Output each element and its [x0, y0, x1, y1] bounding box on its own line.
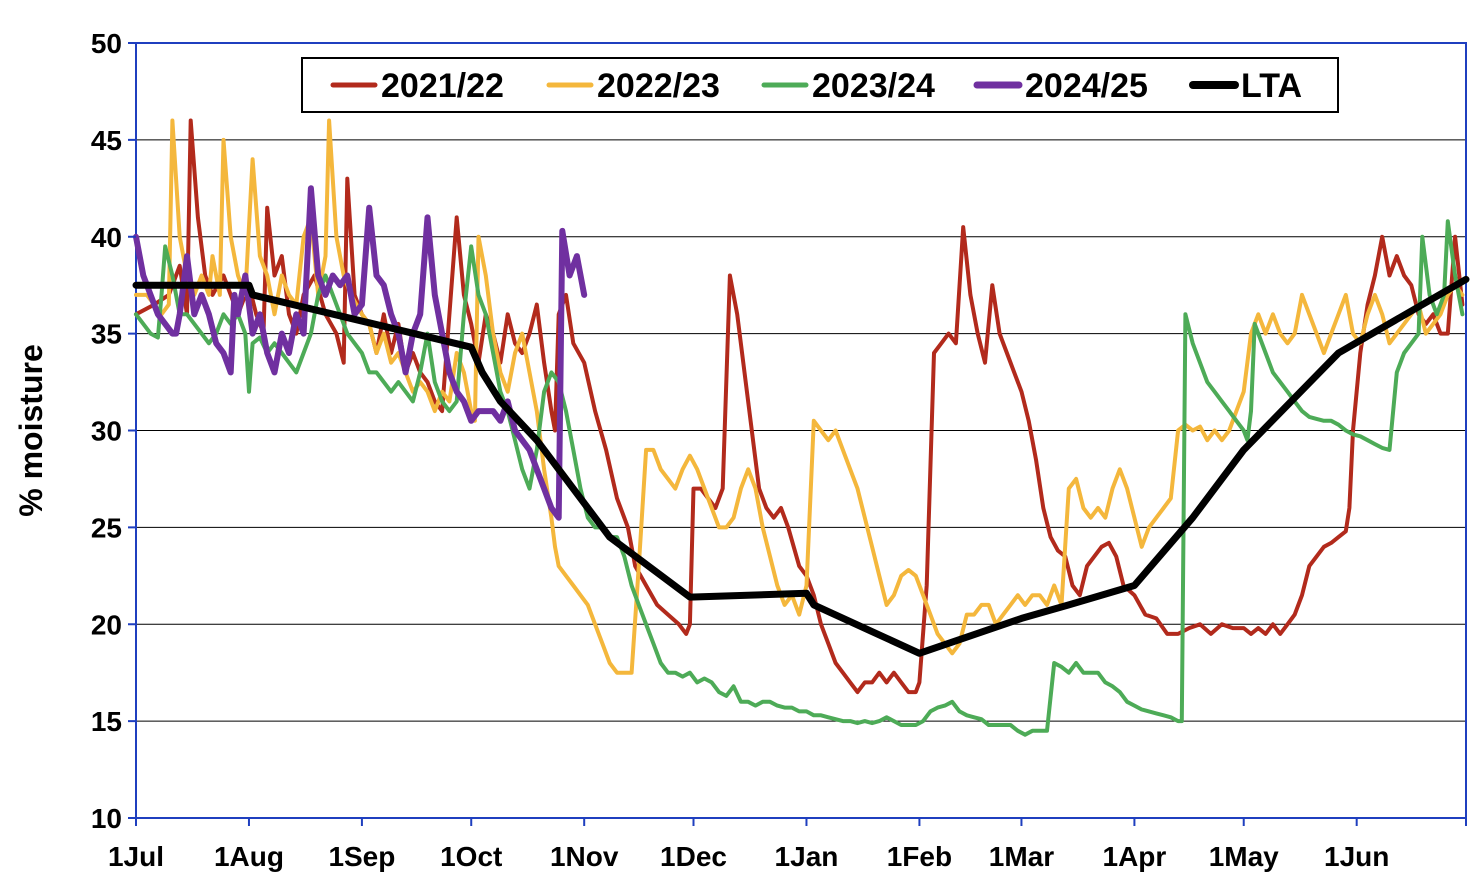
x-tick-label: 1Nov	[550, 841, 619, 872]
x-tick-label: 1Aug	[214, 841, 284, 872]
x-tick-label: 1Mar	[989, 841, 1054, 872]
x-tick-label: 1Oct	[440, 841, 502, 872]
legend-box	[301, 57, 1339, 113]
series-line-lta	[132, 275, 1470, 657]
y-tick-label: 10	[91, 803, 122, 834]
legend-label: 2024/25	[1025, 67, 1148, 105]
y-tick-label: 30	[91, 416, 122, 447]
legend-label: 2023/24	[812, 67, 935, 105]
y-tick-label: 20	[91, 609, 122, 640]
x-tick-label: 1Jun	[1324, 841, 1389, 872]
x-tick-label: 1Sep	[328, 841, 395, 872]
x-tick-label: 1Apr	[1103, 841, 1167, 872]
x-tick-label: 1Jul	[108, 841, 164, 872]
legend-label: 2021/22	[381, 67, 504, 105]
y-tick-label: 40	[91, 222, 122, 253]
y-axis-ticks: 10 15 20 25 30 35 40 45 50	[91, 28, 136, 834]
y-tick-label: 25	[91, 512, 122, 543]
y-tick-label: 15	[91, 706, 122, 737]
series-line-2022-23	[134, 118, 1465, 675]
x-tick-label: 1May	[1209, 841, 1279, 872]
series-line-2023-24	[134, 219, 1465, 737]
x-tick-label: 1Dec	[660, 841, 727, 872]
x-tick-label: 1Jan	[775, 841, 839, 872]
legend-label: 2022/23	[597, 67, 720, 105]
y-tick-label: 35	[91, 319, 122, 350]
x-tick-label: 1Feb	[887, 841, 952, 872]
gridlines	[136, 139, 1466, 722]
y-tick-label: 50	[91, 28, 122, 59]
x-axis-ticks: 1Jul 1Aug 1Sep 1Oct 1Nov 1Dec 1Jan 1Feb 1Mar 1Apr…	[108, 818, 1467, 872]
legend-label: LTA	[1241, 67, 1302, 105]
y-tick-label: 45	[91, 125, 122, 156]
y-axis-label: % moisture	[13, 344, 49, 516]
series-layer	[132, 118, 1470, 737]
legend: 2021/22 2022/23 2023/24 2024/25 LTA	[301, 57, 1339, 113]
